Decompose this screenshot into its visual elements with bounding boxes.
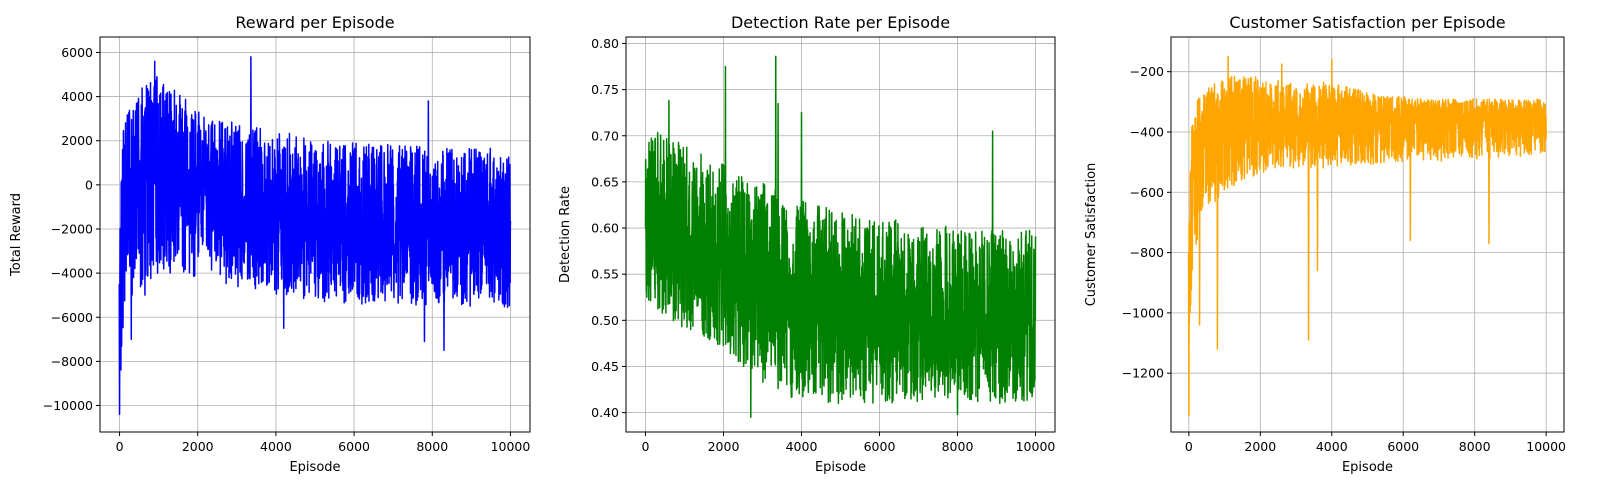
y-tick-label: −800: [1130, 245, 1164, 260]
x-tick-label: 6000: [864, 439, 896, 454]
y-tick-label: −2000: [51, 221, 93, 236]
chart-panel-1: 0 2000 4000 6000 8000 10000 −10000 −8000 −6000 −4…: [9, 13, 531, 475]
y-tick-label: 0.75: [591, 82, 619, 97]
series-line: [644, 55, 1037, 418]
y-axis-label: Detection Rate: [558, 186, 573, 283]
x-tick-label: 10000: [491, 439, 531, 454]
y-tick-label: −400: [1130, 124, 1164, 139]
y-tick-label: −200: [1130, 64, 1164, 79]
y-tick-label: 0.65: [591, 174, 619, 189]
x-tick-label: 8000: [942, 439, 974, 454]
series-line: [118, 56, 512, 416]
x-tick-label: 8000: [416, 439, 448, 454]
y-axis-label: Total Reward: [9, 193, 24, 277]
x-tick-label: 4000: [260, 439, 292, 454]
x-tick-label: 4000: [786, 439, 818, 454]
chart-panel-3: 0 2000 4000 6000 8000 10000 −1200 −1000 −800 −600…: [1084, 13, 1566, 475]
x-tick-label: 6000: [1387, 439, 1419, 454]
y-tick-label: 0.60: [591, 221, 619, 236]
x-tick-label: 8000: [1459, 439, 1491, 454]
y-tick-label: 6000: [61, 45, 93, 60]
y-tick-label: −6000: [51, 310, 93, 325]
chart-title: Reward per Episode: [235, 13, 394, 32]
y-tick-label: 4000: [61, 89, 93, 104]
x-tick-label: 0: [1185, 439, 1193, 454]
y-axis-label: Customer Satisfaction: [1084, 163, 1099, 307]
y-tick-label: 0.80: [591, 36, 619, 51]
chart-title: Detection Rate per Episode: [731, 13, 950, 32]
chart-panel-2: 0 2000 4000 6000 8000 10000 0.40 0.45 0.50 0.55 0.…: [558, 13, 1056, 475]
x-axis-label: Episode: [815, 460, 866, 475]
x-tick-label: 2000: [182, 439, 214, 454]
y-tick-label: −1200: [1122, 366, 1164, 381]
x-tick-label: 0: [116, 439, 124, 454]
plot-frame: [1170, 36, 1565, 433]
plot-frame: [99, 36, 531, 433]
x-tick-label: 10000: [1526, 439, 1566, 454]
chart-title: Customer Satisfaction per Episode: [1229, 13, 1505, 32]
y-tick-label: −8000: [51, 354, 93, 369]
series-line: [1187, 55, 1547, 417]
y-tick-label: 2000: [61, 133, 93, 148]
y-tick-label: 0.50: [591, 313, 619, 328]
x-tick-label: 0: [642, 439, 650, 454]
x-tick-label: 2000: [708, 439, 740, 454]
y-tick-label: 0.40: [591, 405, 619, 420]
x-tick-label: 2000: [1244, 439, 1276, 454]
y-tick-label: −1000: [1122, 305, 1164, 320]
y-tick-label: −600: [1130, 185, 1164, 200]
y-tick-label: −4000: [51, 266, 93, 281]
y-tick-label: 0.45: [591, 359, 619, 374]
x-axis-label: Episode: [1342, 460, 1393, 475]
x-tick-label: 4000: [1316, 439, 1348, 454]
y-tick-label: −10000: [43, 398, 93, 413]
y-tick-label: 0: [85, 177, 93, 192]
x-tick-label: 10000: [1016, 439, 1056, 454]
y-tick-label: 0.70: [591, 128, 619, 143]
plot-frame: [625, 36, 1056, 433]
y-tick-label: 0.55: [591, 267, 619, 282]
x-axis-label: Episode: [289, 460, 340, 475]
x-tick-label: 6000: [338, 439, 370, 454]
